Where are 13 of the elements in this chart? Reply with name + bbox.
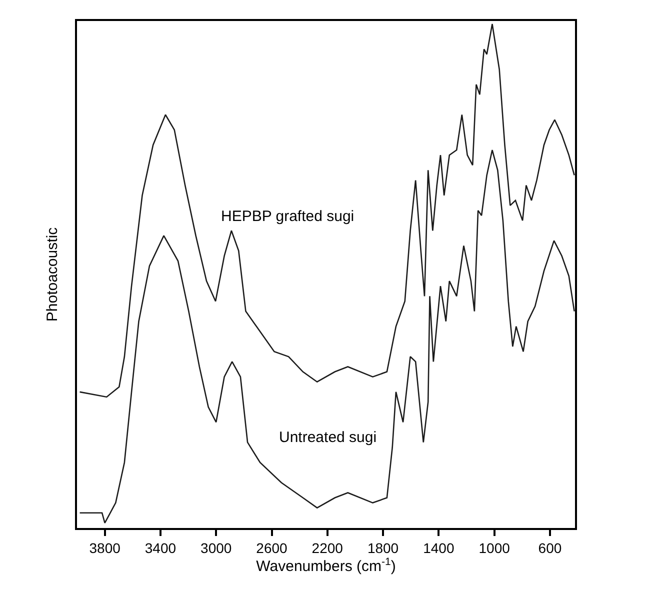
x-tick-label: 2200 xyxy=(312,540,344,556)
x-tick-label: 3800 xyxy=(89,540,121,556)
x-tick-label: 1000 xyxy=(478,540,510,556)
series-label: HEPBP grafted sugi xyxy=(221,208,354,225)
x-tick-label: 2600 xyxy=(256,540,288,556)
x-tick-label: 600 xyxy=(538,540,562,556)
x-tick-label: 1800 xyxy=(367,540,399,556)
series-label: Untreated sugi xyxy=(279,429,377,446)
x-tick-label: 3400 xyxy=(144,540,176,556)
y-axis-title: Photoacoustic xyxy=(44,226,61,322)
x-axis-title: Wavenumbers (cm$^{-1}$) xyxy=(256,556,396,576)
x-tick-label: 3000 xyxy=(200,540,232,556)
x-tick-label: 1400 xyxy=(423,540,454,556)
